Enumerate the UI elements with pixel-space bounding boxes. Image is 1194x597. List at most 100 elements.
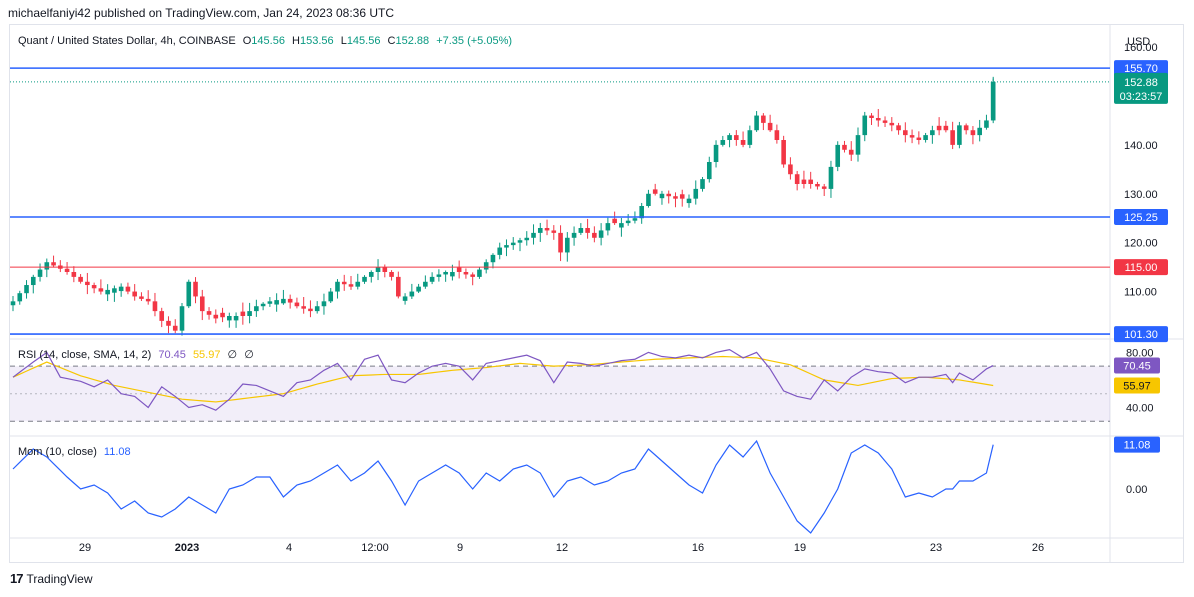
candle-body [598, 230, 604, 238]
publisher-credit: michaelfaniyi42 published on TradingView… [8, 6, 395, 20]
candle-body [801, 179, 807, 184]
candle-body [348, 284, 354, 287]
candle-body [943, 125, 949, 131]
candle-body [409, 291, 415, 297]
candle-body [510, 242, 516, 246]
candle-body [565, 237, 570, 253]
candle-body [889, 122, 895, 126]
candle-body [477, 269, 482, 277]
candle-body [936, 125, 942, 131]
candle-body [612, 218, 617, 224]
rsi-pane [10, 349, 1110, 422]
time-axis: 29 2023 4 12:00 9 12 16 19 23 26 [79, 542, 1044, 554]
candle-body [456, 267, 462, 272]
candle-body [544, 228, 550, 231]
candle-body [842, 144, 847, 150]
candle-body [281, 298, 286, 304]
candle-body [274, 300, 279, 305]
tradingview-name: TradingView [26, 571, 93, 586]
price-legend: Quant / United States Dollar, 4h, COINBA… [18, 35, 516, 47]
candle-body [382, 267, 388, 272]
candle-body [774, 130, 780, 140]
time-tick-label: 23 [930, 542, 942, 554]
candle-body [517, 240, 523, 243]
candle-body [700, 179, 705, 189]
grid [10, 25, 1184, 563]
candle-body [145, 298, 151, 302]
candle-body [166, 320, 171, 326]
tradingview-logo-icon: 17 [10, 571, 24, 586]
candle-body [551, 230, 557, 233]
tradingview-brand[interactable]: 17 TradingView [10, 571, 93, 586]
candle-body [781, 140, 786, 165]
rsi-sma-legend-value: 55.97 [192, 349, 221, 361]
candle-body [193, 281, 198, 297]
candle-body [950, 130, 955, 145]
candle-body [389, 272, 394, 277]
price-tick-label: 120.00 [1124, 238, 1158, 250]
candle-body [159, 311, 165, 321]
candle-body [125, 286, 131, 292]
rsi-value-tag-label: 70.45 [1123, 361, 1151, 373]
candle-body [970, 130, 976, 136]
candle-body [923, 135, 928, 140]
candle-body [402, 296, 408, 301]
candle-body [578, 228, 584, 233]
candle-body [679, 194, 685, 199]
candle-body [916, 137, 922, 140]
candle-body [10, 301, 16, 306]
currency-label: USD [1127, 36, 1150, 48]
mom-legend: Mom (10, close) 11.08 [18, 446, 135, 458]
candle-body [713, 144, 719, 162]
price-tick-label: 110.00 [1124, 287, 1157, 299]
candle-body [625, 220, 631, 224]
candle-body [558, 232, 563, 253]
candle-body [308, 308, 313, 312]
candle-body [24, 285, 29, 294]
candle-body [71, 272, 77, 277]
rsi-legend-empty-2: ∅ [244, 349, 254, 361]
candle-body [794, 174, 800, 184]
candle-body [727, 135, 732, 140]
candle-body [112, 288, 117, 293]
candle-body [963, 125, 969, 131]
candle-body [903, 130, 908, 136]
candle-body [754, 115, 759, 131]
candle-body [909, 135, 915, 138]
candle-body [646, 193, 651, 206]
rsi-legend: RSI (14, close, SMA, 14, 2) 70.45 55.97 … [18, 348, 258, 361]
candle-body [368, 272, 374, 277]
candle-body [490, 254, 496, 263]
candle-body [740, 140, 746, 145]
rsi-legend-value: 70.45 [158, 349, 186, 361]
candle-body [652, 189, 658, 194]
candle-body [152, 301, 158, 312]
candle-body [666, 193, 672, 197]
candle-body [659, 193, 665, 199]
rsi-sma-value-tag-label: 55.97 [1123, 380, 1151, 392]
close-value: 152.88 [395, 35, 430, 47]
candle-body [199, 296, 205, 312]
candle-body [483, 262, 489, 270]
time-tick-label: 26 [1032, 542, 1044, 554]
candle-body [592, 232, 597, 238]
candle-body [882, 120, 888, 123]
time-tick-label: 9 [457, 542, 463, 554]
candle-body [416, 286, 421, 292]
level-tag-label: 125.25 [1124, 212, 1158, 224]
candle-body [747, 130, 753, 145]
candle-body [821, 186, 827, 189]
candle-body [815, 184, 820, 187]
candle-body [463, 272, 469, 275]
mom-value-tag [1114, 436, 1160, 453]
candle-body [984, 120, 989, 128]
candle-body [423, 281, 428, 287]
candle-body [443, 272, 448, 275]
candle-body [51, 262, 56, 266]
candle-body [17, 293, 23, 302]
countdown-label: 03:23:57 [1120, 91, 1163, 103]
candle-body [240, 311, 246, 316]
candle-body [44, 262, 50, 270]
